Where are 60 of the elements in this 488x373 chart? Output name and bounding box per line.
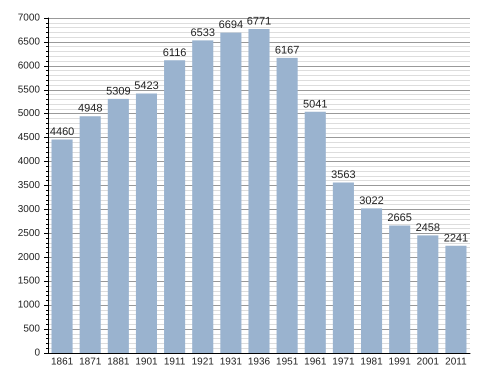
data-label: 5423 (134, 80, 159, 92)
x-tick-label: 1861 (50, 356, 74, 368)
y-tick-label: 4500 (18, 132, 40, 144)
x-tick-label: 2011 (445, 356, 468, 368)
bar (445, 246, 466, 353)
y-tick-label: 6500 (18, 36, 40, 48)
x-tick-label: 1921 (192, 356, 214, 368)
data-label: 3022 (359, 194, 384, 207)
x-tick-label: 1871 (79, 356, 102, 368)
bar (80, 116, 101, 353)
x-tick-label: 1991 (388, 356, 412, 368)
y-tick-label: 3000 (18, 204, 40, 215)
data-label: 6694 (218, 19, 244, 32)
data-label: 2458 (416, 222, 440, 234)
bar (52, 140, 73, 353)
bar (360, 208, 382, 353)
y-tick-label: 2000 (18, 252, 40, 263)
data-label: 6167 (274, 44, 300, 56)
data-label: 5309 (106, 85, 131, 98)
x-tick-label: 1951 (276, 356, 299, 368)
x-tick-label: 1981 (360, 356, 384, 368)
bar (304, 112, 326, 353)
data-label: 6116 (162, 46, 186, 59)
bar (192, 40, 214, 353)
data-label: 2665 (387, 212, 412, 224)
x-tick-label: 1971 (332, 356, 355, 368)
data-label: 3563 (331, 168, 356, 181)
bar (417, 235, 438, 353)
data-label: 4460 (50, 126, 74, 138)
x-tick-label: 1931 (220, 356, 242, 368)
x-tick-label: 1881 (107, 356, 130, 368)
x-tick-label: 1936 (248, 356, 271, 368)
bar (276, 58, 298, 353)
y-tick-label: 3500 (18, 180, 40, 191)
bar (248, 28, 270, 353)
bar (220, 32, 242, 353)
bar (108, 98, 129, 353)
y-tick-label: 1500 (18, 276, 40, 287)
x-tick-label: 2001 (416, 356, 440, 368)
y-tick-label: 5500 (18, 84, 40, 96)
y-tick-label: 5000 (18, 108, 40, 120)
bar (164, 60, 186, 353)
data-label: 2241 (444, 232, 468, 244)
bar (332, 182, 354, 353)
y-tick-label: 6000 (18, 60, 40, 72)
data-label: 4948 (78, 102, 102, 115)
y-tick-label: 1000 (18, 300, 40, 311)
y-tick-label: 2500 (18, 228, 40, 239)
bar (389, 225, 410, 353)
data-label: 6771 (246, 15, 272, 28)
data-label: 5041 (303, 98, 328, 110)
x-tick-label: 1961 (304, 356, 327, 368)
bar (136, 93, 158, 353)
x-tick-label: 1911 (164, 356, 186, 368)
y-tick-label: 7000 (18, 12, 40, 24)
y-tick-label: 0 (34, 348, 40, 358)
data-label: 6533 (190, 26, 215, 39)
y-tick-label: 500 (23, 324, 40, 335)
y-tick-label: 4000 (18, 156, 40, 168)
x-tick-label: 1901 (135, 356, 158, 368)
